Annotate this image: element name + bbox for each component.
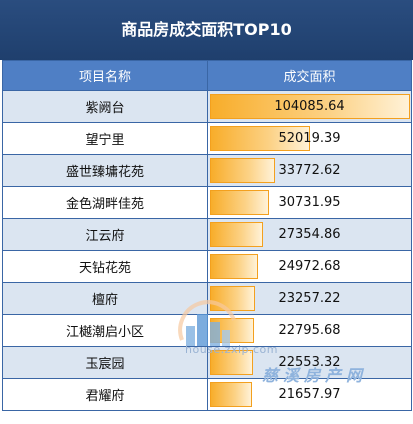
area-value-label: 52019.39 — [278, 131, 341, 146]
table-row: 天钻花苑 24972.68 — [2, 250, 412, 283]
project-name-cell: 天钻花苑 — [2, 250, 208, 283]
area-value-label: 22795.68 — [278, 323, 341, 338]
area-value-label: 30731.95 — [278, 195, 341, 210]
area-bar — [210, 126, 310, 151]
area-value-cell: 22795.68 — [207, 314, 412, 347]
header-transaction-area: 成交面积 — [207, 60, 412, 91]
table-row: 金色湖畔佳苑 30731.95 — [2, 186, 412, 219]
table-body: 紫阙台 104085.64 望宁里 52019.39 盛世臻墉花苑 33772.62 金色湖… — [2, 90, 412, 411]
table-row: 江樾潮启小区 22795.68 — [2, 314, 412, 347]
area-bar — [210, 350, 253, 375]
project-name-cell: 檀府 — [2, 282, 208, 315]
area-value-label: 23257.22 — [278, 291, 341, 306]
header-project-name: 项目名称 — [2, 60, 208, 91]
area-value-label: 33772.62 — [278, 163, 341, 178]
area-value-cell: 27354.86 — [207, 218, 412, 251]
table-row: 君耀府 21657.97 — [2, 378, 412, 411]
area-value-cell: 52019.39 — [207, 122, 412, 155]
area-value-label: 104085.64 — [274, 99, 345, 114]
area-bar — [210, 254, 258, 279]
chart-title: 商品房成交面积TOP10 — [0, 0, 413, 60]
project-name-cell: 望宁里 — [2, 122, 208, 155]
project-name-cell: 盛世臻墉花苑 — [2, 154, 208, 187]
table-row: 盛世臻墉花苑 33772.62 — [2, 154, 412, 187]
table-row: 紫阙台 104085.64 — [2, 90, 412, 123]
table-row: 江云府 27354.86 — [2, 218, 412, 251]
area-value-cell: 24972.68 — [207, 250, 412, 283]
table-row: 望宁里 52019.39 — [2, 122, 412, 155]
project-name-cell: 金色湖畔佳苑 — [2, 186, 208, 219]
area-value-label: 27354.86 — [278, 227, 341, 242]
project-name-cell: 君耀府 — [2, 378, 208, 411]
area-bar — [210, 382, 252, 407]
area-bar — [210, 158, 275, 183]
table-header-row: 项目名称 成交面积 — [2, 60, 412, 91]
area-value-cell: 30731.95 — [207, 186, 412, 219]
ranking-table: 项目名称 成交面积 紫阙台 104085.64 望宁里 52019.39 盛世臻墉花苑 3… — [2, 60, 412, 411]
area-value-cell: 21657.97 — [207, 378, 412, 411]
area-bar — [210, 94, 410, 119]
area-value-cell: 23257.22 — [207, 282, 412, 315]
watermark-brand: 慈溪房产网 — [262, 366, 368, 385]
area-bar — [210, 222, 263, 247]
area-value-label: 24972.68 — [278, 259, 341, 274]
area-value-cell: 22553.32 — [207, 346, 412, 379]
area-value-label: 21657.97 — [278, 387, 341, 402]
area-bar — [210, 286, 255, 311]
area-bar — [210, 190, 269, 215]
project-name-cell: 紫阙台 — [2, 90, 208, 123]
watermark-url: house.zxip.com — [185, 343, 278, 356]
building-watermark-icon — [178, 300, 236, 346]
area-value-cell: 104085.64 — [207, 90, 412, 123]
area-value-cell: 33772.62 — [207, 154, 412, 187]
project-name-cell: 江樾潮启小区 — [2, 314, 208, 347]
project-name-cell: 江云府 — [2, 218, 208, 251]
area-value-label: 22553.32 — [278, 355, 341, 370]
